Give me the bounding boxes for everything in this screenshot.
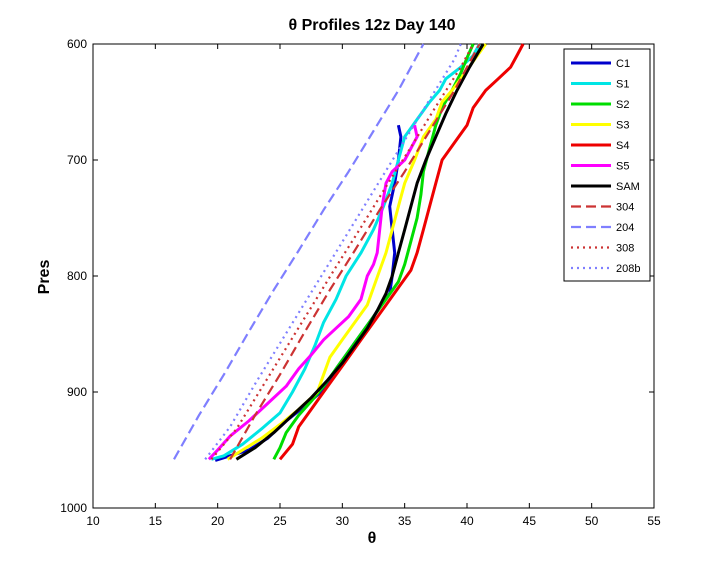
x-axis-label: θ [368,530,377,547]
x-tick-label: 50 [585,514,599,528]
legend-label-SAM: SAM [616,181,640,193]
chart-title: θ Profiles 12z Day 140 [289,17,456,34]
y-axis-label: Pres [36,260,53,295]
series-line-304 [229,43,481,460]
x-tick-label: 10 [86,514,100,528]
legend-label-S3: S3 [616,120,629,132]
legend-label-C1: C1 [616,58,630,70]
series-line-S2 [272,43,475,461]
x-tick-label: 20 [211,514,225,528]
legend-label-S5: S5 [616,161,629,173]
x-tick-label: 40 [460,514,474,528]
legend-label-208b: 208b [616,263,640,275]
series-layer [173,43,525,462]
y-tick-label: 700 [67,153,87,167]
series-line-308 [210,43,475,461]
plot-area: 10 15 20 25 30 35 40 45 50 55 600 700 800 900 1000 [60,37,661,528]
series-line-S1 [210,43,481,461]
legend-label-304: 304 [616,202,634,214]
series-line-SAM [235,43,485,461]
legend: C1 S1 S2 S3 S4 S5 SAM 304 204 308 208b [563,48,651,282]
y-tick-label: 1000 [60,501,87,515]
legend-items: C1 S1 S2 S3 S4 S5 SAM 304 204 308 208b [571,58,640,275]
series-line-208b [204,43,462,460]
x-tick-label: 45 [523,514,537,528]
x-tick-label: 25 [273,514,287,528]
y-tick-label: 900 [67,385,87,399]
x-tick-label: 30 [336,514,350,528]
x-tick-label: 55 [647,514,661,528]
legend-label-S4: S4 [616,140,629,152]
tick-layer: 10 15 20 25 30 35 40 45 50 55 600 700 800 900 1000 [60,37,661,528]
series-line-S5 [207,124,419,461]
y-tick-label: 600 [67,37,87,51]
series-line-204 [173,43,425,460]
plot-frame [92,43,655,509]
x-tick-label: 15 [149,514,163,528]
legend-label-S1: S1 [616,79,629,91]
legend-label-S2: S2 [616,99,629,111]
legend-label-308: 308 [616,243,634,255]
y-tick-label: 800 [67,269,87,283]
legend-label-204: 204 [616,222,634,234]
series-line-S4 [278,43,525,461]
x-tick-label: 35 [398,514,412,528]
